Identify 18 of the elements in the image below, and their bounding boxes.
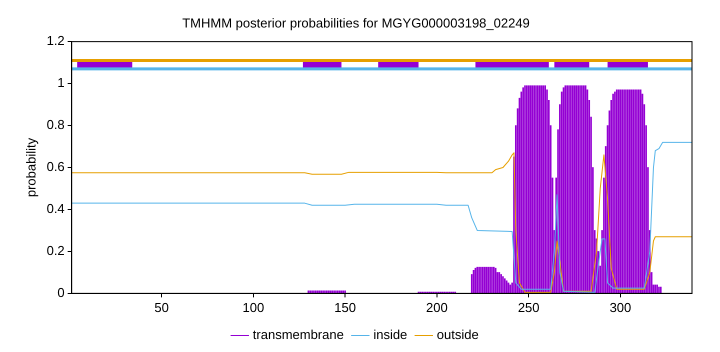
chart-title: TMHMM posterior probabilities for MGYG000003198_02249 — [182, 15, 530, 30]
y-tick-label: 0.8 — [46, 117, 65, 132]
legend-label: transmembrane — [252, 327, 344, 342]
y-tick-label: 1.2 — [46, 33, 65, 48]
y-axis-title: probability — [23, 137, 38, 198]
x-tick-label: 50 — [154, 300, 169, 315]
y-tick-label: 0.4 — [46, 201, 65, 216]
legend-label: outside — [436, 327, 479, 342]
legend-label: inside — [373, 327, 408, 342]
x-tick-label: 150 — [334, 300, 356, 315]
y-tick-label: 1 — [57, 75, 65, 90]
y-tick-label: 0.6 — [46, 159, 65, 174]
x-tick-label: 250 — [518, 300, 540, 315]
x-tick-label: 100 — [242, 300, 264, 315]
x-tick-label: 300 — [610, 300, 632, 315]
y-tick-label: 0 — [57, 284, 65, 300]
x-tick-label: 200 — [426, 300, 448, 315]
y-tick-label: 0.2 — [46, 243, 65, 258]
